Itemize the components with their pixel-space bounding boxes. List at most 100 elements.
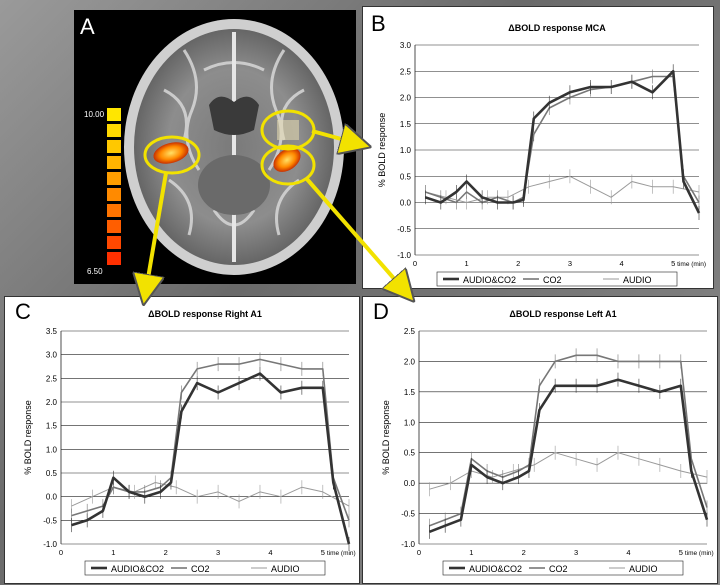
y-tick-label: 3.5 [46, 327, 58, 336]
legend-box [436, 271, 678, 287]
x-tick-label: 1 [465, 259, 469, 268]
chart-panel-c: ΔBOLD response Right A1 3.5 3.0 2.5 2.0 1.5 1.… [4, 296, 360, 584]
scale-swatch [107, 236, 121, 249]
legend-box [442, 560, 684, 576]
x-tick-label: 0 [417, 548, 421, 557]
y-tick-label: 0.5 [46, 469, 58, 478]
scale-swatch [107, 124, 121, 137]
series-line-co2 [71, 358, 350, 521]
x-tick-label: 4 [619, 259, 623, 268]
y-tick-label: -0.5 [43, 516, 57, 525]
y-tick-label: 1.0 [400, 146, 412, 155]
scale-swatch [107, 220, 121, 233]
y-tick-label: 2.5 [400, 67, 412, 76]
scale-max-label: 10.00 [84, 110, 105, 119]
y-tick-label: 1.0 [46, 445, 58, 454]
y-tick-label: 3.0 [400, 41, 412, 50]
y-tick-label: 1.0 [404, 418, 416, 427]
y-tick-label: -0.5 [401, 510, 415, 519]
panel-label-b: B [371, 11, 386, 36]
y-tick-label: 2.0 [46, 398, 58, 407]
legend-label: CO2 [549, 564, 568, 574]
panel-label-d: D [373, 299, 389, 324]
x-tick-label: 3 [574, 548, 578, 557]
x-tick-label: 1 [111, 548, 115, 557]
y-tick-label: -1.0 [401, 540, 415, 549]
brain-mri-image [124, 19, 344, 275]
y-tick-label: 0.0 [404, 479, 416, 488]
legend-label: CO2 [543, 275, 562, 285]
scale-min-label: 6.50 [87, 267, 103, 276]
chart-panel-d: ΔBOLD response Left A1 2.5 2.0 1.5 1.0 0.5 0.0… [362, 296, 718, 584]
y-tick-label: 2.5 [404, 327, 416, 336]
y-tick-label: 1.5 [46, 422, 58, 431]
x-tick-label: 3 [216, 548, 220, 557]
y-tick-label: 0.0 [400, 199, 412, 208]
legend-label: AUDIO [623, 275, 652, 285]
y-tick-label: 2.0 [404, 357, 416, 366]
chart-c: ΔBOLD response Right A1 3.5 3.0 2.5 2.0 1.5 1.… [23, 309, 356, 576]
legend-box [84, 560, 326, 576]
y-tick-label: -1.0 [43, 540, 57, 549]
series-line-audio [429, 452, 708, 490]
x-tick-label: 0 [413, 259, 417, 268]
brain-image-panel: 10.00 6.50 A [74, 10, 356, 284]
chart-panel-b: ΔBOLD response MCA 3.0 2.5 2.0 1.5 1.0 0.5 0.0 -… [362, 6, 714, 289]
x-tick-label: 2 [516, 259, 520, 268]
scale-swatch [107, 252, 121, 265]
series-line-co2 [425, 75, 700, 204]
activation-right-a1 [153, 142, 189, 164]
chart-title: ΔBOLD response Left A1 [509, 309, 616, 319]
x-tick-label: 5 [321, 548, 325, 557]
legend-label: AUDIO&CO2 [111, 564, 164, 574]
scale-swatch [107, 156, 121, 169]
panel-label-a: A [80, 14, 95, 39]
y-tick-label: 1.5 [400, 120, 412, 129]
chart-title: ΔBOLD response MCA [508, 23, 606, 33]
legend-label: AUDIO&CO2 [463, 275, 516, 285]
y-tick-label: 0.0 [46, 493, 58, 502]
chart-title: ΔBOLD response Right A1 [148, 309, 262, 319]
legend-label: CO2 [191, 564, 210, 574]
x-axis-label: time (min) [677, 261, 706, 268]
activation-left-a1 [273, 148, 301, 172]
series-line-co2 [429, 354, 708, 527]
legend-label: AUDIO [271, 564, 300, 574]
y-tick-label: -0.5 [397, 225, 411, 234]
scale-swatch [107, 108, 121, 121]
series-line-audio-co2 [429, 378, 709, 534]
mca-roi [277, 120, 299, 140]
x-tick-label: 5 [679, 548, 683, 557]
x-tick-label: 2 [164, 548, 168, 557]
x-tick-label: 3 [568, 259, 572, 268]
y-tick-label: 1.5 [404, 388, 416, 397]
y-tick-label: 0.5 [400, 172, 412, 181]
scale-swatch [107, 140, 121, 153]
color-scale [107, 108, 123, 268]
x-tick-label: 5 [671, 259, 675, 268]
x-tick-label: 4 [626, 548, 630, 557]
x-tick-label: 0 [59, 548, 63, 557]
x-axis-label: time (min) [685, 550, 714, 557]
panel-label-c: C [15, 299, 31, 324]
scale-swatch [107, 204, 121, 217]
y-axis-label: % BOLD response [381, 400, 391, 475]
chart-d: ΔBOLD response Left A1 2.5 2.0 1.5 1.0 0.5 0.0… [381, 309, 714, 576]
y-tick-label: 0.5 [404, 449, 416, 458]
series-line-audio-co2 [71, 372, 351, 545]
chart-b: ΔBOLD response MCA 3.0 2.5 2.0 1.5 1.0 0.5 0.0 -… [377, 23, 706, 287]
x-axis-label: time (min) [327, 550, 356, 557]
y-tick-label: 3.0 [46, 351, 58, 360]
series-line-audio [425, 175, 700, 203]
y-tick-label: 2.0 [400, 94, 412, 103]
x-tick-label: 2 [522, 548, 526, 557]
scale-swatch [107, 188, 121, 201]
y-axis-label: % BOLD response [23, 400, 33, 475]
scale-swatch [107, 172, 121, 185]
y-axis-label: % BOLD response [377, 113, 387, 188]
y-tick-label: -1.0 [397, 251, 411, 260]
x-tick-label: 4 [268, 548, 272, 557]
series-line-audio-co2 [424, 70, 701, 214]
x-tick-label: 1 [469, 548, 473, 557]
legend-label: AUDIO [629, 564, 658, 574]
